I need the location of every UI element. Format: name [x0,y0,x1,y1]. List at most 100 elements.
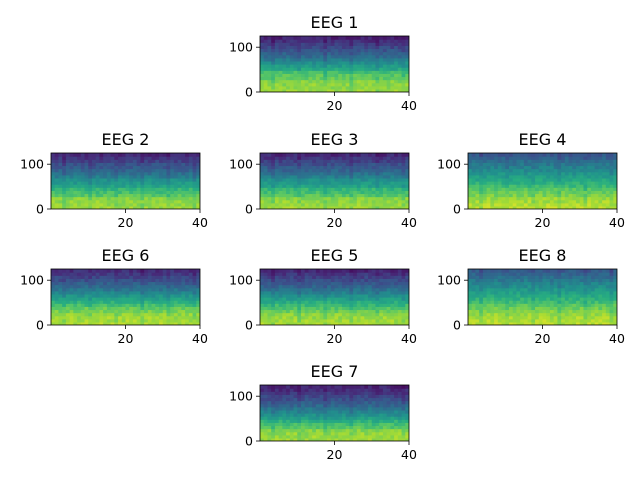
heatmap-cell [282,76,287,81]
heatmap-cell [286,202,291,207]
heatmap-cell [80,315,86,320]
heatmap-cell [494,205,499,209]
heatmap-cell [84,300,89,304]
heatmap-cell [353,76,358,81]
heatmap-cell [330,159,336,163]
heatmap-cell [613,281,617,286]
heatmap-cell [263,318,269,323]
heatmap-cell [583,297,588,301]
heatmap-cell [132,190,138,195]
heatmap-cell [497,318,503,323]
heatmap-cell [594,278,599,283]
heatmap-cell [278,67,283,71]
heatmap-cell [490,281,495,286]
heatmap-cell [334,205,339,209]
heatmap-cell [583,190,588,195]
y-tick-label: 0 [453,202,461,217]
heatmap-cell [609,168,614,173]
heatmap-cell [136,309,142,314]
heatmap-cell [263,278,269,283]
heatmap-cell [323,278,328,283]
heatmap-cell [177,193,182,198]
heatmap-cell [475,199,480,204]
heatmap-cell [345,281,351,286]
heatmap-cell [155,171,160,176]
heatmap-cell [564,205,570,209]
heatmap-cell [546,184,551,188]
heatmap-cell [91,196,97,201]
heatmap-cell [334,42,339,46]
heatmap-cell [274,88,280,92]
heatmap-cell [482,196,488,201]
heatmap-cell [494,162,499,167]
heatmap-cell [345,290,351,295]
heatmap-cell [531,156,536,160]
heatmap-cell [486,162,491,167]
heatmap-cell [300,73,306,78]
heatmap-cell [312,300,317,304]
heatmap-cell [538,165,544,170]
heatmap-cell [345,187,351,191]
heatmap-cell [159,193,164,198]
heatmap-cell [319,187,324,191]
heatmap-cell [568,196,573,201]
heatmap-cell [512,306,518,311]
heatmap-cell [386,57,391,62]
heatmap-cell [334,57,339,62]
heatmap-cell [579,156,585,160]
heatmap-cell [512,190,518,195]
heatmap-cell [553,174,558,179]
heatmap-cell [341,205,347,209]
heatmap-cell [144,290,149,295]
heatmap-cell [88,281,93,286]
heatmap-cell [583,193,588,198]
heatmap-cell [271,272,276,276]
heatmap-cell [173,165,179,170]
heatmap-cell [576,303,581,307]
heatmap-cell [364,196,369,201]
heatmap-cell [293,281,298,286]
heatmap-cell [542,312,547,317]
heatmap-cell [271,202,276,207]
heatmap-cell [553,168,558,173]
heatmap-cell [118,315,123,320]
heatmap-cell [132,287,138,292]
heatmap-cell [51,190,56,195]
heatmap-cell [542,284,547,289]
heatmap-cell [282,177,287,182]
heatmap-cell [300,297,306,301]
heatmap-cell [88,184,93,188]
heatmap-cell [527,297,532,301]
heatmap-cell [375,73,380,78]
heatmap-cell [260,281,265,286]
heatmap-cell [319,193,324,198]
heatmap-cell [549,162,555,167]
heatmap-cell [125,275,130,279]
heatmap-cell [188,205,194,209]
heatmap-cell [65,284,71,289]
heatmap-cell [535,184,540,188]
heatmap-cell [572,297,577,301]
heatmap-cell [338,312,343,317]
heatmap-cell [327,64,332,68]
heatmap-cell [69,269,74,273]
heatmap-cell [188,272,194,276]
heatmap-cell [397,284,403,289]
heatmap-cell [65,199,71,204]
heatmap-cell [155,181,160,185]
heatmap-cell [136,184,142,188]
heatmap-cell [293,174,298,179]
heatmap-cell [62,177,67,182]
heatmap-cell [405,184,409,188]
heatmap-cell [364,171,369,176]
heatmap-cell [527,315,532,320]
heatmap-cell [114,165,119,170]
heatmap-cell [368,272,373,276]
heatmap-cell [397,306,403,311]
heatmap-cell [170,181,175,185]
heatmap-cell [323,290,328,295]
heatmap-cell [286,293,291,298]
heatmap-cell [271,85,276,90]
heatmap-cell [271,278,276,283]
